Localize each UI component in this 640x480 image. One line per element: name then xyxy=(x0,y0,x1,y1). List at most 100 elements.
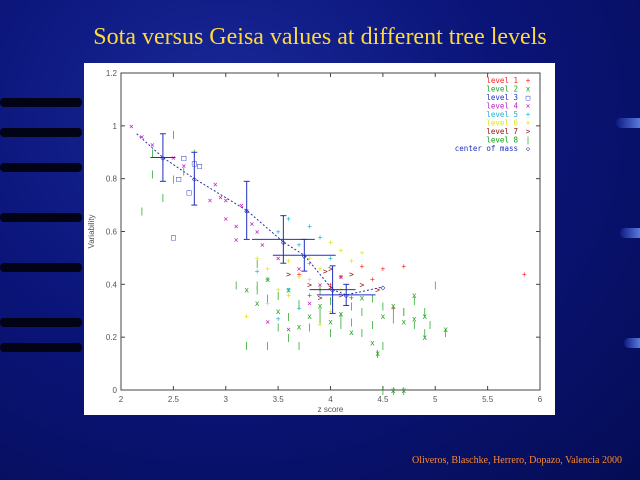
data-point: + xyxy=(328,280,333,289)
legend-entry-symbol: × xyxy=(526,102,531,111)
data-point: + xyxy=(307,291,312,300)
x-axis-label: z score xyxy=(318,405,344,414)
data-point: × xyxy=(260,241,265,250)
data-point: + xyxy=(318,320,323,329)
x-tick-label: 3 xyxy=(224,395,229,404)
data-point: x xyxy=(443,325,448,334)
data-point: + xyxy=(339,246,344,255)
data-point: + xyxy=(286,214,291,223)
data-point: × xyxy=(150,140,155,149)
y-tick-label: 0.6 xyxy=(106,228,118,237)
data-point: + xyxy=(307,222,312,231)
x-tick-label: 2 xyxy=(119,395,124,404)
data-point: | xyxy=(297,341,302,350)
data-point: | xyxy=(140,206,145,215)
legend-entry-symbol: □ xyxy=(526,93,531,102)
data-point: × xyxy=(129,122,134,131)
data-point: x xyxy=(328,317,333,326)
data-point: x xyxy=(401,317,406,326)
data-point: □ xyxy=(187,188,192,197)
data-point: | xyxy=(255,280,260,289)
data-point: | xyxy=(265,294,270,303)
data-point: + xyxy=(286,286,291,295)
data-point: + xyxy=(297,304,302,313)
data-point: x xyxy=(422,333,427,342)
data-point: x xyxy=(255,299,260,308)
data-point: + xyxy=(349,294,354,303)
data-point: + xyxy=(328,254,333,263)
data-point: | xyxy=(422,307,427,316)
legend-entry-symbol: | xyxy=(526,136,531,145)
data-point: × xyxy=(255,228,260,237)
data-point: | xyxy=(160,193,165,202)
legend-entry-symbol: + xyxy=(526,76,531,85)
data-point: × xyxy=(276,254,281,263)
plot-panel: 2 2.5 3 3.5 4 4.5 5 5.5 6 0 0.2 0.4 0.6 0.8 1 1.2 z scor… xyxy=(84,63,555,415)
data-point: × xyxy=(297,264,302,273)
data-point: × xyxy=(265,317,270,326)
x-tick-label: 5 xyxy=(433,395,438,404)
data-point: × xyxy=(339,272,344,281)
data-point: □ xyxy=(197,161,202,170)
data-point: | xyxy=(339,312,344,321)
legend-entry-label: level 5 xyxy=(486,110,518,119)
data-point: | xyxy=(286,312,291,321)
x-tick-label: 4.5 xyxy=(377,395,389,404)
data-point: | xyxy=(255,286,260,295)
data-point: + xyxy=(244,312,249,321)
data-point: × xyxy=(223,196,228,205)
data-point: × xyxy=(239,201,244,210)
data-point: | xyxy=(391,307,396,316)
data-point: | xyxy=(328,328,333,337)
x-tick-label: 4 xyxy=(328,395,333,404)
data-point: | xyxy=(150,148,155,157)
data-point: | xyxy=(150,169,155,178)
x-tick-label: 5.5 xyxy=(482,395,494,404)
data-point: | xyxy=(443,328,448,337)
data-point: + xyxy=(307,259,312,268)
data-point: | xyxy=(255,259,260,268)
data-point: + xyxy=(328,238,333,247)
data-point: | xyxy=(401,307,406,316)
legend-entry-label: level 2 xyxy=(486,85,518,94)
data-point: + xyxy=(265,275,270,284)
data-point: + xyxy=(297,272,302,281)
data-point: + xyxy=(360,249,365,258)
data-point: + xyxy=(328,307,333,316)
data-point: + xyxy=(265,299,270,308)
data-point: + xyxy=(276,228,281,237)
data-point: | xyxy=(171,130,176,139)
data-point: > xyxy=(328,283,333,292)
data-point: | xyxy=(265,341,270,350)
data-point: × xyxy=(307,299,312,308)
y-tick-label: 0.8 xyxy=(106,175,118,184)
data-point: + xyxy=(391,304,396,313)
data-point: + xyxy=(276,286,281,295)
data-point: ◇ xyxy=(380,283,385,292)
legend-entry-symbol: + xyxy=(526,119,531,128)
data-point: | xyxy=(318,315,323,324)
data-point: + xyxy=(349,257,354,266)
data-point: | xyxy=(370,294,375,303)
center-of-mass-line xyxy=(136,133,383,296)
data-point: | xyxy=(375,349,380,358)
data-point: + xyxy=(286,291,291,300)
author-credit: Oliveros, Blaschke, Herrero, Dopazo, Val… xyxy=(411,455,622,466)
data-point: □ xyxy=(176,175,181,184)
legend-entry-label: level 7 xyxy=(486,127,518,136)
data-point: + xyxy=(522,270,527,279)
data-point: × xyxy=(213,180,218,189)
data-point: x xyxy=(412,315,417,324)
data-point: × xyxy=(234,222,239,231)
data-point: x xyxy=(391,386,396,395)
data-point: | xyxy=(318,307,323,316)
data-point: x xyxy=(307,312,312,321)
data-point: | xyxy=(412,320,417,329)
data-point: | xyxy=(276,323,281,332)
data-point: > xyxy=(307,280,312,289)
data-point: + xyxy=(297,241,302,250)
data-point: > xyxy=(328,264,333,273)
data-point: | xyxy=(297,299,302,308)
data-point: | xyxy=(181,167,186,176)
data-point: | xyxy=(380,341,385,350)
